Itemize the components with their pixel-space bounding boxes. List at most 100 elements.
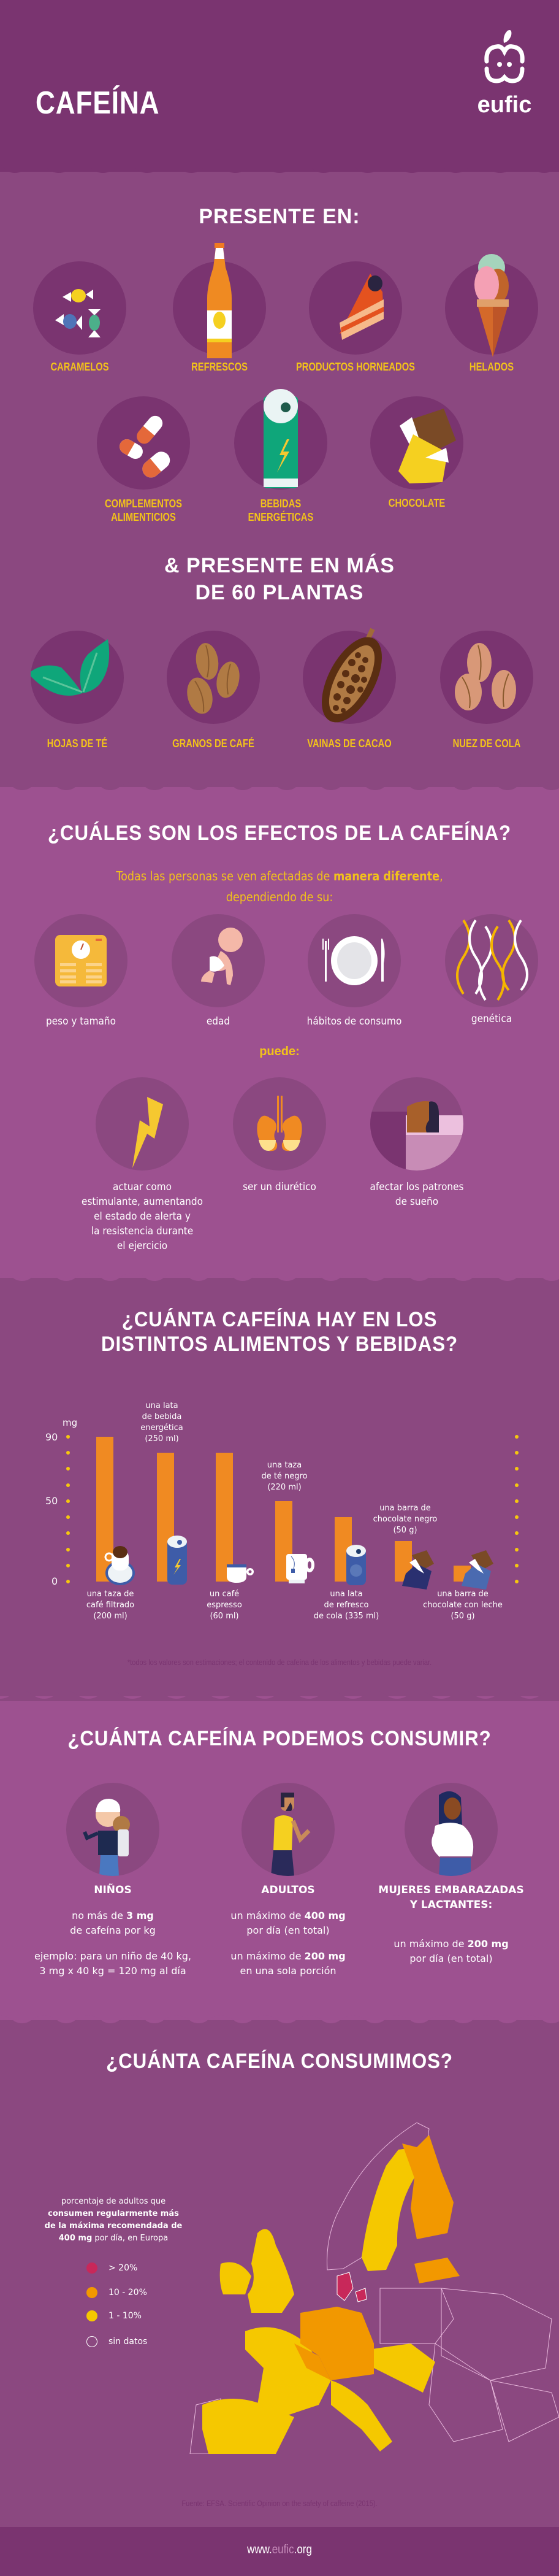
present-in-title: PRESENTE EN: <box>199 205 360 228</box>
cake-slice-icon <box>340 274 384 340</box>
axis-dot <box>66 1580 70 1583</box>
label-hojas-te: HOJAS DE TÉ <box>47 737 108 750</box>
axis-dot <box>66 1531 70 1536</box>
group-children: NIÑOS no más de 3 mg de cafeína por kg e… <box>34 1884 192 1977</box>
axis-dot <box>515 1515 519 1520</box>
intake-title: ¿CUÁNTA CAFEÍNA PODEMOS CONSUMIR? <box>67 1727 492 1750</box>
consumption-title: ¿CUÁNTA CAFEÍNA CONSUMIMOS? <box>106 2050 453 2073</box>
legend-item-10-20: 10 - 20% <box>86 2287 147 2298</box>
cacao-circle <box>303 628 396 724</box>
coffee-beans-circle <box>167 631 260 724</box>
habits-circle <box>308 914 401 1007</box>
factor-age: edad <box>206 1015 230 1028</box>
effects-section: ¿CUÁLES SON LOS EFECTOS DE LA CAFEÍNA? T… <box>0 787 559 1278</box>
outcome-stimulant: actuar como estimulante, aumentando el e… <box>82 1181 203 1252</box>
axis-dot <box>515 1467 519 1471</box>
dark-chocolate-icon <box>402 1550 434 1590</box>
source-citation: Fuente: EFSA. Scientific Opinion on the … <box>181 2499 378 2508</box>
soda-circle <box>173 243 266 358</box>
outcome-diuretic: ser un diurético <box>243 1181 316 1193</box>
label-helados: HELADOS <box>469 361 514 373</box>
label-refrescos: REFRESCOS <box>191 361 248 373</box>
axis-dot <box>66 1499 70 1503</box>
tea-leaves-icon <box>28 639 110 696</box>
energy-drink-can-icon <box>167 1536 187 1585</box>
axis-dot <box>515 1435 519 1439</box>
ice-cream-icon <box>474 254 509 357</box>
label-complementos: COMPLEMENTOS ALIMENTICIOS <box>104 498 183 523</box>
label-chocolate: CHOCOLATE <box>388 497 446 509</box>
legend-swatch-orange <box>86 2287 97 2298</box>
wave-divider <box>0 1691 559 1701</box>
kola-nut-circle <box>440 631 533 724</box>
outcome-sleep: afectar los patrones de sueño <box>370 1181 464 1208</box>
axis-dot <box>66 1435 70 1439</box>
label-caramelos: CARAMELOS <box>50 361 109 373</box>
ice-cream-circle <box>445 254 538 357</box>
axis-dot <box>515 1531 519 1536</box>
energy-can-icon <box>264 389 298 488</box>
y-tick-50: 50 <box>45 1495 58 1507</box>
label-cola: una lata de refresco de cola (335 ml) <box>313 1590 379 1621</box>
y-tick-90: 90 <box>45 1431 58 1443</box>
eufic-website-link[interactable]: www.eufic.org <box>247 2543 312 2556</box>
label-vainas-cacao: VAINAS DE CACAO <box>307 737 392 750</box>
cola-can-icon <box>346 1545 366 1585</box>
sleep-circle <box>370 1077 463 1171</box>
espresso-cup-icon <box>227 1564 254 1583</box>
pregnant-woman-icon <box>432 1791 474 1876</box>
dna-icon <box>456 919 528 1001</box>
label-dark-chocolate: una barra de chocolate negro (50 g) <box>373 1504 438 1535</box>
label-milk-chocolate: una barra de chocolate con leche (50 g) <box>423 1590 503 1621</box>
axis-dot <box>515 1580 519 1583</box>
present-in-section: PRESENTE EN: <box>0 173 559 780</box>
label-bebidas-energeticas: BEBIDAS ENERGÉTICAS <box>248 498 314 523</box>
effects-title: ¿CUÁLES SON LOS EFECTOS DE LA CAFEÍNA? <box>47 821 512 845</box>
child-icon <box>83 1799 130 1876</box>
legend-item-over20: > 20% <box>86 2263 137 2274</box>
label-espresso: un café espresso (60 ml) <box>207 1590 242 1621</box>
label-filter-coffee: una taza de café filtrado (200 ml) <box>86 1590 135 1621</box>
legend-item-no-data: sin datos <box>86 2336 147 2347</box>
y-axis-unit: mg <box>63 1417 78 1428</box>
axis-dot <box>66 1483 70 1487</box>
pills-circle <box>97 396 190 490</box>
axis-dot <box>66 1451 70 1455</box>
tea-circle <box>28 631 124 724</box>
wave-divider <box>0 1271 559 1281</box>
energy-circle <box>234 389 327 490</box>
candy-circle <box>33 261 126 355</box>
axis-dot <box>515 1499 519 1503</box>
stimulant-circle <box>96 1077 189 1171</box>
label-energy-drink: una lata de bebida energética (250 ml) <box>140 1401 183 1444</box>
legend-item-1-10: 1 - 10% <box>86 2310 142 2321</box>
chart-bar <box>216 1453 233 1582</box>
europe-map <box>189 2122 559 2454</box>
label-nuez-cola: NUEZ DE COLA <box>452 737 521 750</box>
kola-nut-icon <box>455 643 516 710</box>
wave-divider <box>0 161 559 173</box>
soda-bottle-icon <box>207 243 232 358</box>
consumption-section: ¿CUÁNTA CAFEÍNA CONSUMIMOS? porcentaje d… <box>0 2020 559 2527</box>
group-pregnant: MUJERES EMBARAZADAS Y LACTANTES: un máxi… <box>378 1884 524 1964</box>
y-tick-0: 0 <box>51 1575 58 1587</box>
eufic-logo[interactable]: eufic <box>477 27 532 119</box>
axis-dot <box>66 1467 70 1471</box>
scale-icon <box>55 935 107 986</box>
adult-circle <box>241 1783 335 1876</box>
baby-icon <box>201 928 243 985</box>
lightning-icon <box>132 1097 163 1168</box>
logo-text: eufic <box>477 92 532 118</box>
page-title: CAFEÍNA <box>36 85 160 121</box>
axis-dot <box>515 1483 519 1487</box>
chart-footnote: *todos los valores son estimaciones; el … <box>127 1658 432 1667</box>
age-circle <box>172 914 265 1007</box>
sleeping-person-icon <box>370 1101 463 1171</box>
diuretic-circle <box>233 1077 326 1171</box>
chocolate-bar-icon <box>398 409 456 483</box>
content-section: ¿CUÁNTA CAFEÍNA HAY EN LOS DISTINTOS ALI… <box>0 1278 559 1696</box>
plants-title: & PRESENTE EN MÁS DE 60 PLANTAS <box>164 554 395 604</box>
label-granos-cafe: GRANOS DE CAFÉ <box>172 737 254 750</box>
cacao-pod-icon <box>322 628 382 723</box>
adult-man-icon <box>271 1793 311 1876</box>
